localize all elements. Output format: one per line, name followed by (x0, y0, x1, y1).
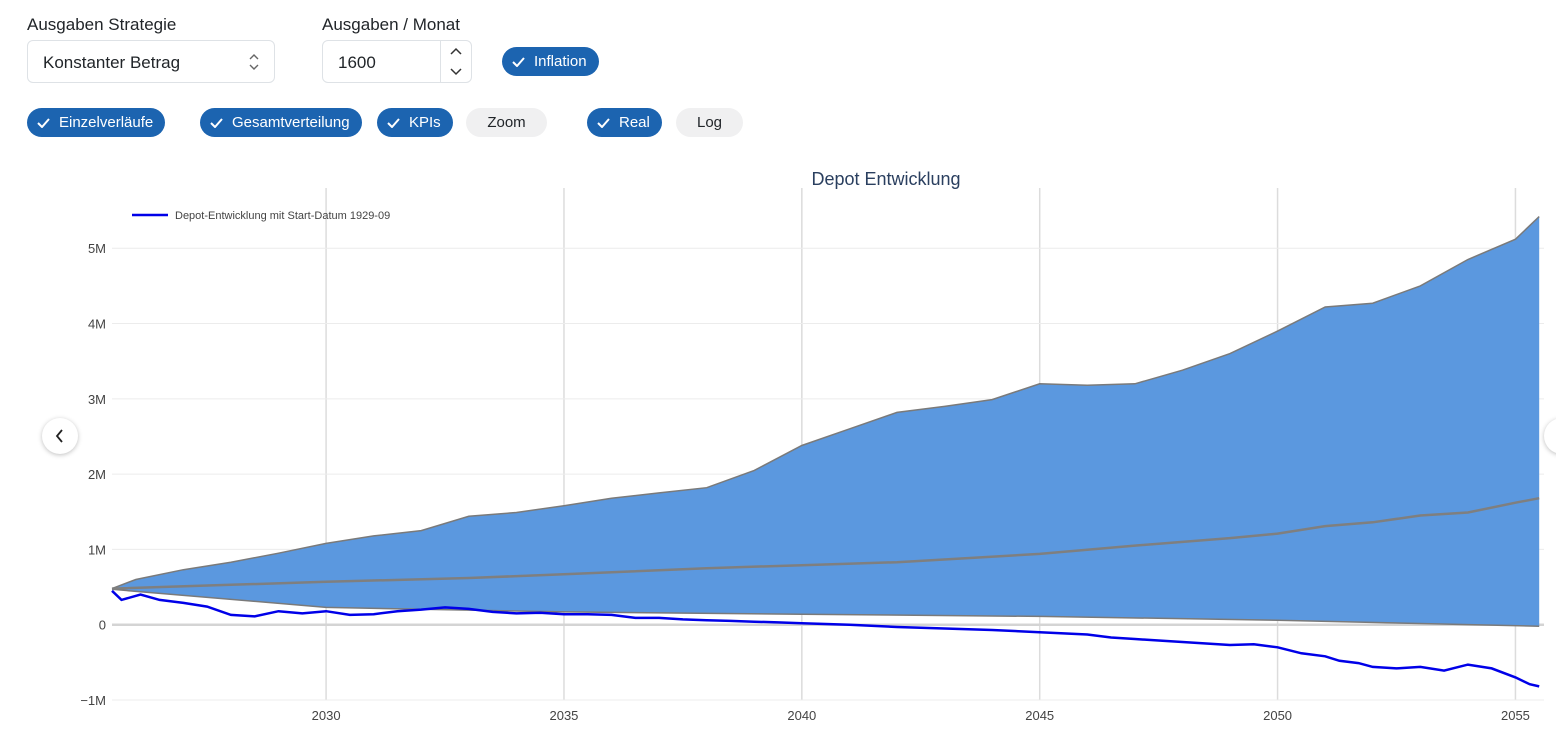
strategy-label: Ausgaben Strategie (27, 15, 177, 34)
toggle-kpis[interactable]: KPIs (377, 108, 453, 137)
y-tick-label: 0 (99, 618, 106, 633)
x-tick-label: 2055 (1501, 708, 1530, 723)
x-tick-label: 2030 (312, 708, 341, 723)
amount-value: 1600 (338, 53, 376, 72)
decrement-button[interactable] (441, 62, 471, 82)
toggle-label: Log (696, 114, 723, 131)
chevron-down-icon (450, 68, 462, 76)
x-tick-label: 2050 (1263, 708, 1292, 723)
strategy-value: Konstanter Betrag (43, 53, 181, 72)
toggle-label: Inflation (534, 53, 587, 70)
y-tick-label: 1M (88, 542, 106, 557)
select-updown-icon (249, 54, 259, 70)
toggle-label: Einzelverläufe (59, 114, 154, 131)
chevron-left-icon (55, 429, 63, 443)
check-icon (210, 117, 223, 128)
toggle-log[interactable]: Log (676, 108, 743, 137)
next-button[interactable] (1544, 418, 1556, 454)
toggle-gesamtverteilung[interactable]: Gesamtverteilung (200, 108, 362, 137)
toggle-label: Gesamtverteilung (232, 114, 350, 131)
band-lower-edge (111, 588, 1540, 627)
amount-input[interactable]: 1600 (322, 40, 472, 83)
increment-button[interactable] (441, 41, 471, 61)
x-tick-label: 2045 (1025, 708, 1054, 723)
prev-button[interactable] (42, 418, 78, 454)
amount-label: Ausgaben / Monat (322, 15, 460, 34)
y-tick-label: 4M (88, 317, 106, 332)
chart-title: Depot Entwicklung (811, 169, 960, 189)
series-lines (111, 496, 1540, 688)
median-line (111, 496, 1540, 590)
distribution-band (111, 216, 1540, 627)
check-icon (387, 117, 400, 128)
y-tick-label: −1M (80, 693, 106, 708)
toggle-real[interactable]: Real (587, 108, 662, 137)
check-icon (37, 117, 50, 128)
toggle-zoom[interactable]: Zoom (466, 108, 547, 137)
check-icon (512, 56, 525, 67)
check-icon (597, 117, 610, 128)
y-axis: −1M 0 1M 2M 3M 4M 5M (80, 241, 106, 708)
toggle-inflation[interactable]: Inflation (502, 47, 599, 76)
x-tick-label: 2035 (549, 708, 578, 723)
y-tick-label: 5M (88, 241, 106, 256)
toggle-label: Real (619, 114, 650, 131)
band-area (112, 216, 1540, 627)
legend-entry: Depot-Entwicklung mit Start-Datum 1929-0… (175, 210, 390, 222)
strategy-select[interactable]: Konstanter Betrag (27, 40, 275, 83)
chevron-up-icon (450, 47, 462, 55)
toggle-label: KPIs (409, 114, 441, 131)
x-tick-label: 2040 (787, 708, 816, 723)
legend[interactable]: Depot-Entwicklung mit Start-Datum 1929-0… (132, 210, 390, 222)
amount-stepper (440, 41, 471, 82)
y-tick-label: 2M (88, 467, 106, 482)
series-line (111, 589, 1540, 688)
toggle-einzelverlaeufe[interactable]: Einzelverläufe (27, 108, 166, 137)
toggle-label: Zoom (487, 114, 526, 131)
y-tick-label: 3M (88, 392, 106, 407)
band-upper-edge (111, 216, 1540, 590)
x-axis: 2030 2035 2040 2045 2050 2055 (312, 708, 1530, 723)
